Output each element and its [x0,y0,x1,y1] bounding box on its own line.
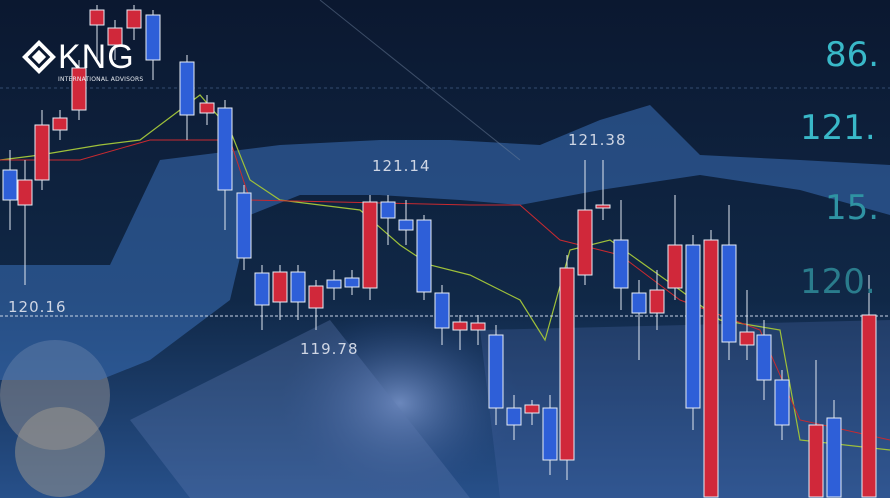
candle-body [524,404,540,414]
candle-body [179,61,195,116]
candle-body [2,169,18,201]
candle-body [71,67,87,111]
price-label-level: 120.16 [8,298,67,316]
banknote [480,320,890,498]
candle-body [326,279,342,289]
candle-body [826,417,842,498]
candle-body [703,239,719,498]
logo-diamond-icon [22,40,56,74]
candle-body [470,322,486,331]
candle-body [559,267,575,461]
price-label-high-right: 121.38 [568,131,627,149]
candle-body [362,201,378,289]
candle-body [613,239,629,289]
signal-line [0,139,890,441]
candle-body [52,117,68,131]
trend-line [319,0,521,161]
candle-body [649,289,665,314]
candle-body [272,271,288,303]
candle-body [236,192,252,259]
candle-body [217,107,233,191]
candle-body [107,27,123,46]
candle-body [416,219,432,293]
candle-body [254,272,270,306]
candle-body [126,9,142,29]
candle-body [398,219,414,231]
candle-body [290,271,306,303]
candle-body [89,9,105,26]
candle-body [145,14,161,61]
candle-body [434,292,450,329]
candle-body [308,285,324,309]
candle-body [506,407,522,426]
price-label-low: 119.78 [300,340,359,358]
side-readout: 120. [800,262,876,302]
candle-body [685,244,701,409]
price-label-high-left: 121.14 [372,157,431,175]
side-readout: 15. [825,188,880,228]
candle-body [452,321,468,331]
candle-body [542,407,558,461]
logo-subtitle: INTERNATIONAL ADVISORS [58,76,144,83]
candle-body [17,179,33,206]
banknote-portrait [280,308,520,498]
side-readout: 121. [800,108,876,148]
banknote [130,320,470,498]
candle-body [34,124,50,181]
side-readout: 86. [825,35,880,75]
candle-body [667,244,683,289]
candle-body [595,204,611,209]
logo-name: KNG [58,38,135,76]
candle-body [631,292,647,314]
coin [15,407,105,497]
candle-body [380,201,396,219]
candle-body [488,334,504,409]
candle-body [721,244,737,343]
candle-body [199,102,215,114]
kng-logo: KNG INTERNATIONAL ADVISORS [20,38,143,84]
candle-body [861,314,877,498]
candle-body [774,379,790,426]
candle-body [739,331,755,346]
candle-body [344,277,360,288]
candle-body [808,424,824,498]
candle-body [577,209,593,276]
candle-body [756,334,772,381]
